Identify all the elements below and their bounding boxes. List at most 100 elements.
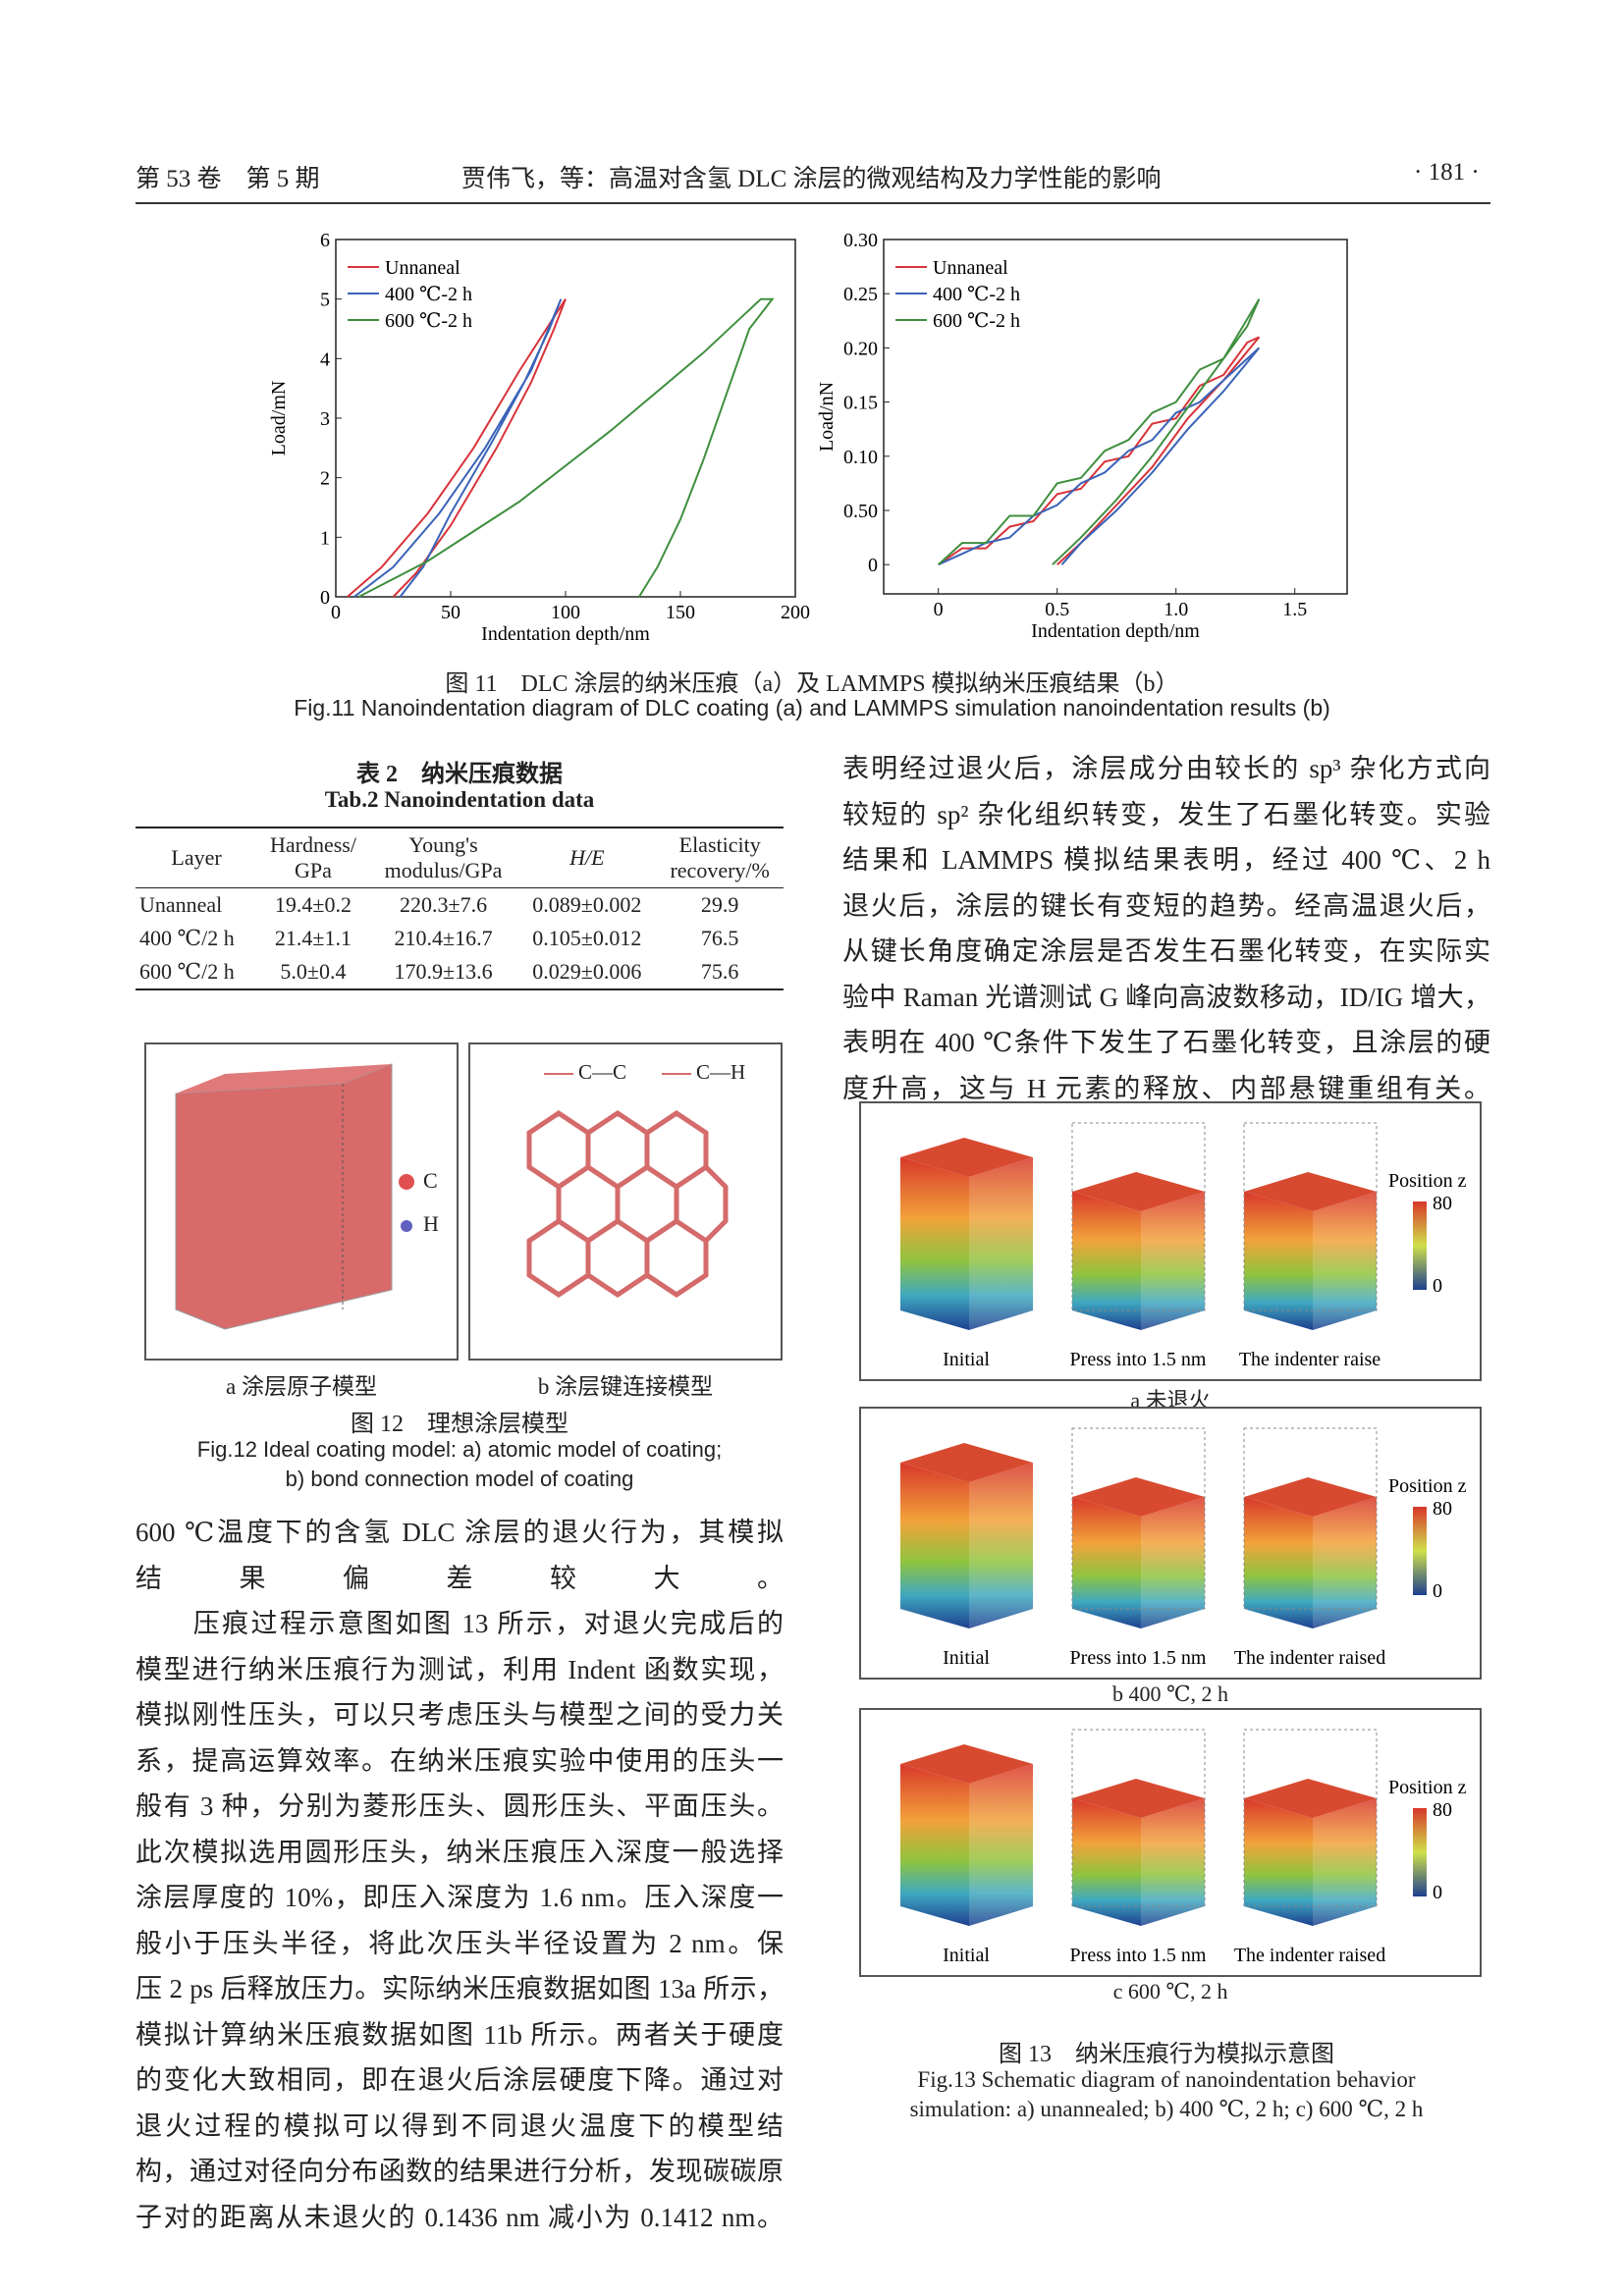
panel-label: Initial xyxy=(943,1945,990,1966)
table-cell: 21.4±1.1 xyxy=(274,926,352,950)
text-line: 构，通过对径向分布函数的结果进行分析，发现碳碳原 xyxy=(135,2157,784,2186)
table-cell: 170.9±13.6 xyxy=(394,959,493,984)
text-line: 模型进行纳米压痕行为测试，利用 Indent 函数实现， xyxy=(135,1654,784,1684)
colorbar-max: 80 xyxy=(1433,1799,1452,1821)
colorbar-title: Position z xyxy=(1388,1777,1467,1798)
cube-front xyxy=(1072,1798,1141,1926)
series-line xyxy=(938,298,1261,565)
cube-front xyxy=(900,1764,969,1926)
cube-side xyxy=(1313,1192,1377,1330)
y-tick-label: 3 xyxy=(320,408,330,430)
series-line xyxy=(938,347,1261,566)
text-line: 系，提高运算效率。在纳米压痕实验中使用的压头一 xyxy=(135,1745,784,1776)
legend-c: C xyxy=(423,1168,438,1193)
cube-side xyxy=(1141,1497,1205,1629)
text-line: 600 ℃温度下的含氢 DLC 涂层的退火行为，其模拟 xyxy=(135,1518,784,1547)
table-cell: 0.029±0.006 xyxy=(532,959,642,984)
y-tick-label: 5 xyxy=(320,290,330,311)
cube-top xyxy=(900,1443,1033,1482)
table-cell: 600 ℃/2 h xyxy=(139,959,235,984)
table-title-en: Tab.2 Nanoindentation data xyxy=(324,787,595,812)
table: Layer Hardness/ GPa Young's modulus/GPa H/E… xyxy=(135,827,784,990)
series-line xyxy=(347,298,567,598)
y-tick-label: 6 xyxy=(320,230,330,251)
text-line: 从键长角度确定涂层是否发生石墨化转变，在实际实 xyxy=(842,936,1490,966)
panel-label: Initial xyxy=(943,1349,990,1370)
fig13-panel: Initial Press into 1.5 nm The indenter rai… xyxy=(859,1708,1482,1977)
cube-side xyxy=(1313,1798,1377,1926)
colorbar-title: Position z xyxy=(1388,1475,1467,1497)
fig12b-sub: b 涂层键连接模型 xyxy=(537,1374,714,1399)
fig11-title: 图 11 DLC 涂层的纳米压痕（a）及 LAMMPS 模拟纳米压痕结果（b） xyxy=(445,671,1179,697)
cube-top xyxy=(1244,1779,1377,1818)
text-line: 退火过程的模拟可以得到不同退火温度下的模型结 xyxy=(135,2110,784,2141)
table-header-cell: Young's modulus/GPa xyxy=(384,832,503,882)
cube-top xyxy=(1072,1172,1205,1211)
colorbar-min: 0 xyxy=(1433,1275,1442,1297)
colorbar-min: 0 xyxy=(1433,1580,1442,1602)
cube-top xyxy=(1072,1779,1205,1818)
cube-side xyxy=(969,1157,1033,1330)
legend-label: Unnaneal xyxy=(385,257,460,279)
y-tick-label: 0.10 xyxy=(843,447,878,468)
fig12b-frame: C—C C—H xyxy=(468,1042,783,1361)
x-axis-label: Indentation depth/nm xyxy=(1031,620,1200,642)
legend-label: 400 ℃-2 h xyxy=(933,284,1020,305)
legend-label: Unnaneal xyxy=(933,257,1008,279)
indenter-frame xyxy=(1243,1427,1378,1610)
text-line: 结果偏差较大。 xyxy=(135,1563,784,1593)
y-tick-label: 0.50 xyxy=(843,501,878,522)
y-tick-label: 0.15 xyxy=(843,393,878,414)
text-line: 模拟刚性压头，可以只考虑压头与模型之间的受力关 xyxy=(135,1700,784,1730)
text-line: 子对的距离从未退火的 0.1436 nm 减小为 0.1412 nm。 xyxy=(135,2202,784,2232)
indenter-frame xyxy=(1243,1122,1378,1311)
x-tick-label: 0 xyxy=(331,602,341,623)
colorbar-min: 0 xyxy=(1433,1882,1442,1903)
header-rule xyxy=(135,202,1490,204)
header-left: 第 53 卷 第 5 期 xyxy=(135,166,320,192)
indenter-frame xyxy=(1071,1729,1206,1907)
fig13-title: 图 13 纳米压痕行为模拟示意图 xyxy=(999,2042,1334,2067)
legend-cc: C—C xyxy=(578,1060,627,1084)
cube-front xyxy=(900,1463,969,1629)
cube-front xyxy=(1072,1192,1141,1330)
cube-side xyxy=(1141,1192,1205,1330)
x-tick-label: 1.5 xyxy=(1282,599,1307,620)
fig11-title-en: Fig.11 Nanoindentation diagram of DLC co… xyxy=(294,695,1330,721)
y-tick-label: 4 xyxy=(320,348,330,370)
right-column: 表明经过退火后，涂层成分由较长的 sp³ 杂化方式向 较短的 sp² 杂化组织转变… xyxy=(842,746,1490,1111)
y-tick-label: 0.20 xyxy=(843,338,878,359)
y-tick-label: 1 xyxy=(320,527,330,549)
x-tick-label: 100 xyxy=(551,602,580,623)
y-tick-label: 0.25 xyxy=(843,284,878,305)
legend-ch: C—H xyxy=(696,1060,746,1084)
colorbar xyxy=(1413,1201,1427,1290)
table-cell: 29.9 xyxy=(700,892,739,917)
table-row: Unanneal 19.4±0.2 220.3±7.6 0.089±0.002 29.9 xyxy=(135,888,784,923)
table-cell: 400 ℃/2 h xyxy=(139,926,235,950)
x-tick-label: 200 xyxy=(781,602,810,623)
fig12a-sub: a 涂层原子模型 xyxy=(226,1374,377,1399)
fig12a-frame: C H xyxy=(144,1042,459,1361)
table-header-row: Layer Hardness/ GPa Young's modulus/GPa H/E… xyxy=(135,828,784,888)
indenter-frame xyxy=(1071,1427,1206,1610)
colorbar-title: Position z xyxy=(1388,1170,1467,1192)
fig13-panel: Initial Press into 1.5 nm The indenter rai… xyxy=(859,1407,1482,1680)
x-tick-label: 0 xyxy=(934,599,944,620)
table-cell: 76.5 xyxy=(700,926,739,950)
header-right: · 181 · xyxy=(1414,159,1480,186)
colorbar-max: 80 xyxy=(1433,1498,1452,1520)
table-header-cell: Elasticity recovery/% xyxy=(670,832,770,882)
bond-model xyxy=(526,1073,729,1299)
text-line: 般小于压头半径，将此次压头半径设置为 2 nm。保 xyxy=(135,1928,784,1958)
text-line: 的变化大致相同，即在退火后涂层硬度下降。通过对 xyxy=(135,2065,784,2095)
panel-label: Press into 1.5 nm xyxy=(1070,1349,1207,1370)
table-cell: 5.0±0.4 xyxy=(280,959,347,984)
fig13-title-en-2: simulation: a) unannealed; b) 400 ℃, 2 h… xyxy=(909,2097,1424,2121)
cube-top xyxy=(1244,1477,1377,1517)
text-line: 结果和 LAMMPS 模拟结果表明，经过 400 ℃、2 h xyxy=(842,845,1490,875)
legend-label: 400 ℃-2 h xyxy=(385,284,472,305)
colorbar xyxy=(1413,1808,1427,1896)
table-cell: 0.089±0.002 xyxy=(532,892,642,917)
figure-11: 0 50 100 150 200 0 1 2 3 4 5 6 Indentation depth/nm L… xyxy=(268,230,1348,645)
